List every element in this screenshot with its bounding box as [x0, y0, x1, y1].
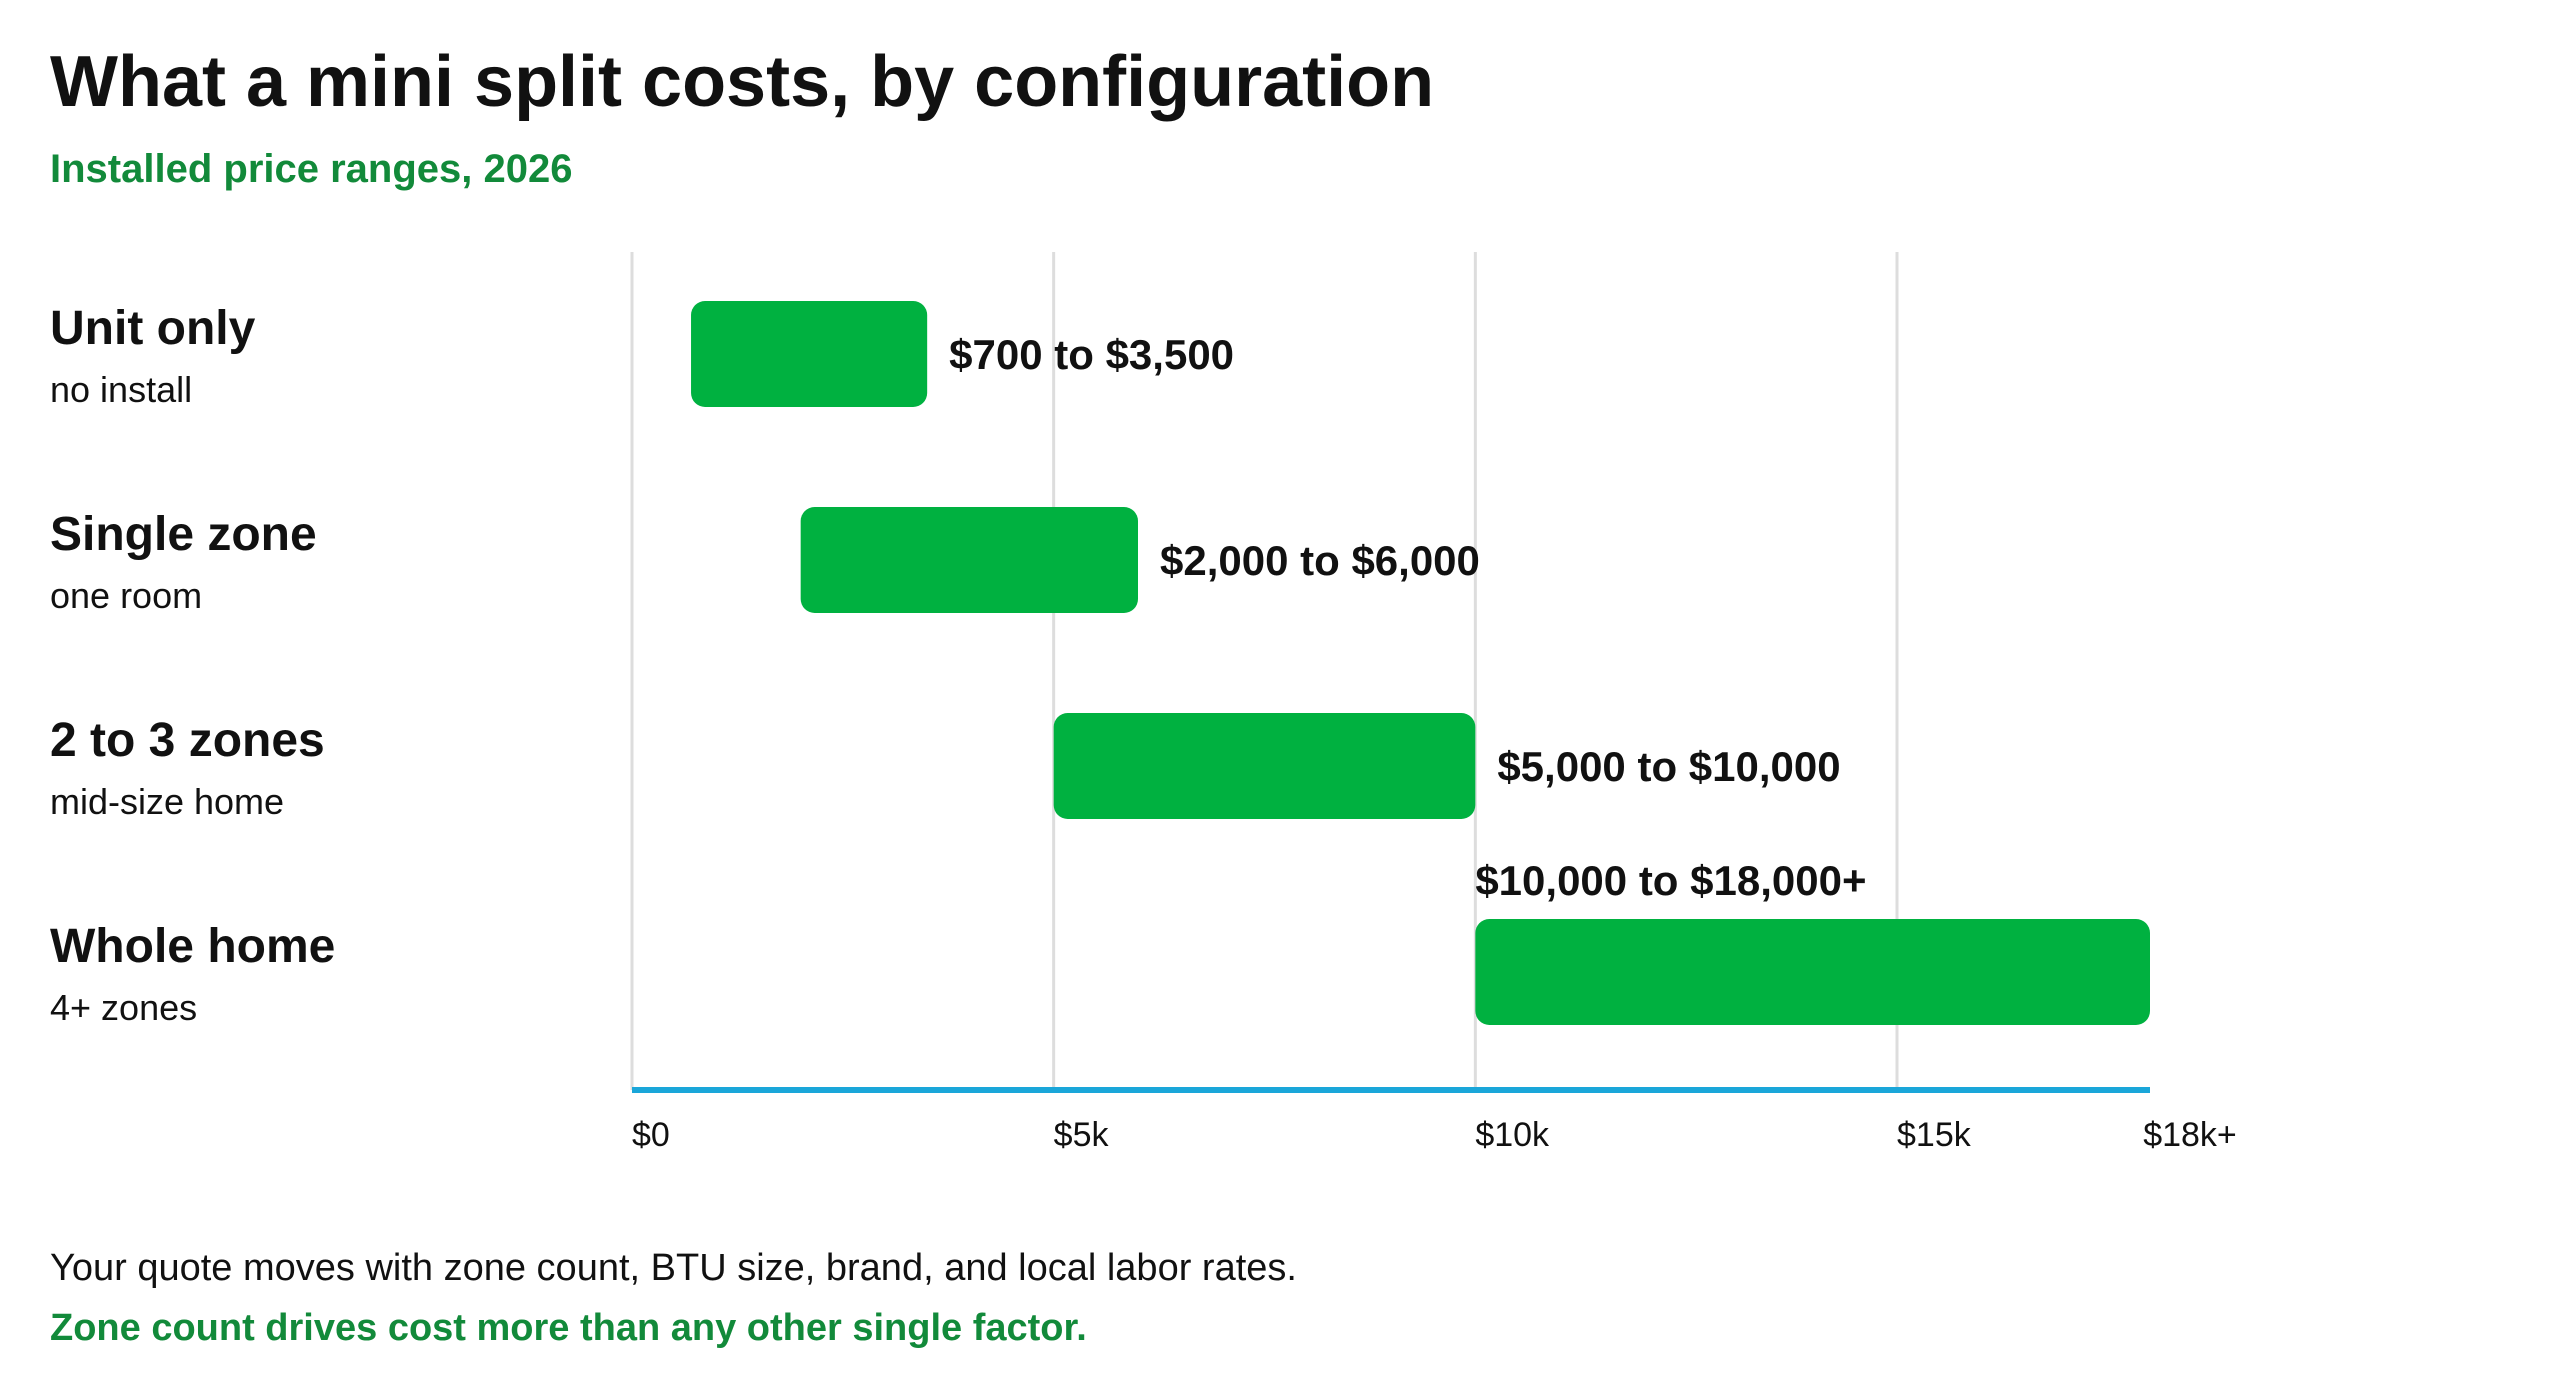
bar-value-label: $2,000 to $6,000: [1160, 537, 1480, 584]
bar-value-label: $5,000 to $10,000: [1497, 743, 1840, 790]
x-tick-labels: $0 $5k $10k $15k $18k+: [632, 1116, 2237, 1154]
range-bar: [800, 507, 1138, 613]
bar-value-label: $700 to $3,500: [949, 331, 1234, 378]
category-sublabel: 4+ zones: [50, 987, 197, 1028]
x-tick-label: $18k+: [2143, 1116, 2237, 1154]
category-sublabel: one room: [50, 575, 202, 616]
category-label: Single zone: [50, 508, 317, 561]
category-label: 2 to 3 zones: [50, 714, 325, 767]
range-bar: [1053, 713, 1476, 819]
x-tick-label: $0: [632, 1116, 670, 1154]
bar-labels: $700 to $3,500 $2,000 to $6,000 $5,000 to …: [949, 331, 1866, 904]
category-sublabel: no install: [50, 369, 192, 410]
category-sublabel: mid-size home: [50, 781, 284, 822]
footnote-line: Your quote moves with zone count, BTU si…: [50, 1247, 1297, 1289]
bar-value-label: $10,000 to $18,000+: [1475, 857, 1866, 904]
x-tick-label: $5k: [1054, 1116, 1110, 1154]
chart-title: What a mini split costs, by configuratio…: [50, 42, 1434, 122]
category-labels: Unit only no install Single zone one room 2 …: [50, 302, 335, 1028]
x-tick-label: $15k: [1897, 1116, 1972, 1154]
category-label: Unit only: [50, 302, 256, 355]
footnote-highlight: Zone count drives cost more than any oth…: [50, 1307, 1087, 1349]
chart-subtitle: Installed price ranges, 2026: [50, 147, 572, 191]
range-bar: [1475, 919, 2150, 1025]
category-label: Whole home: [50, 920, 335, 973]
x-tick-label: $10k: [1475, 1116, 1550, 1154]
range-bar: [691, 301, 928, 407]
bars: [691, 301, 2150, 1025]
